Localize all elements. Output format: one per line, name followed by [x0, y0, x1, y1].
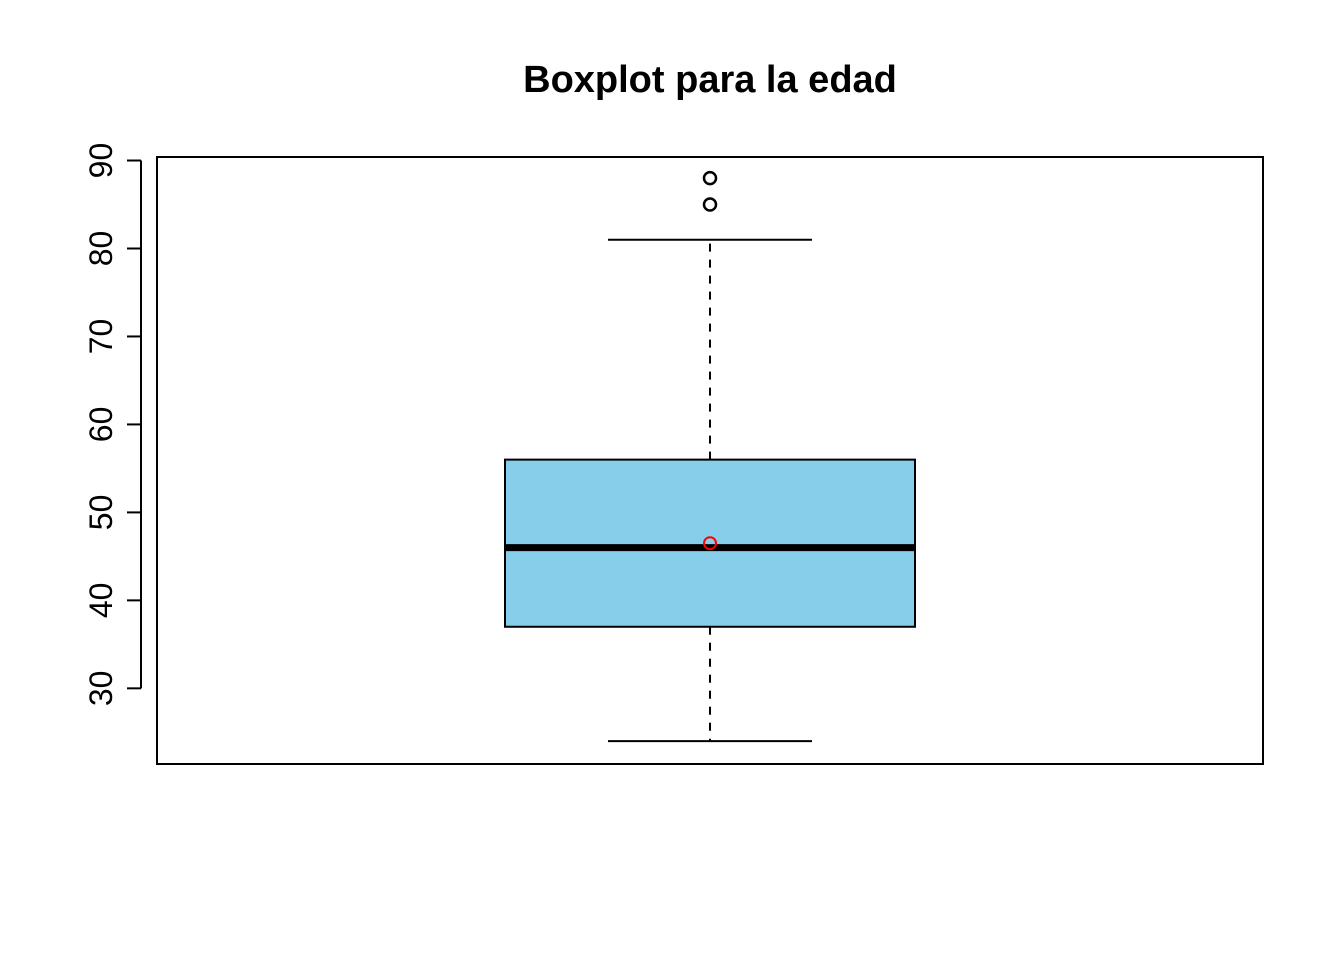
- y-tick-label: 40: [83, 583, 119, 619]
- outlier-point: [702, 197, 718, 212]
- y-tick-label: 30: [83, 671, 119, 707]
- y-tick-label: 60: [83, 407, 119, 443]
- iqr-box: [504, 458, 916, 628]
- boxplot-marks: [504, 170, 916, 743]
- y-tick-label: 50: [83, 495, 119, 531]
- y-tick-label: 80: [83, 231, 119, 267]
- y-axis: 30 40 50 60 70 80 90: [83, 143, 142, 707]
- outlier-point: [702, 170, 718, 186]
- y-tick-label: 90: [83, 143, 119, 179]
- mean-marker: [703, 536, 717, 551]
- y-tick-label: 70: [83, 319, 119, 355]
- chart-title: Boxplot para la edad: [523, 59, 897, 101]
- plot-frame: [156, 156, 1264, 765]
